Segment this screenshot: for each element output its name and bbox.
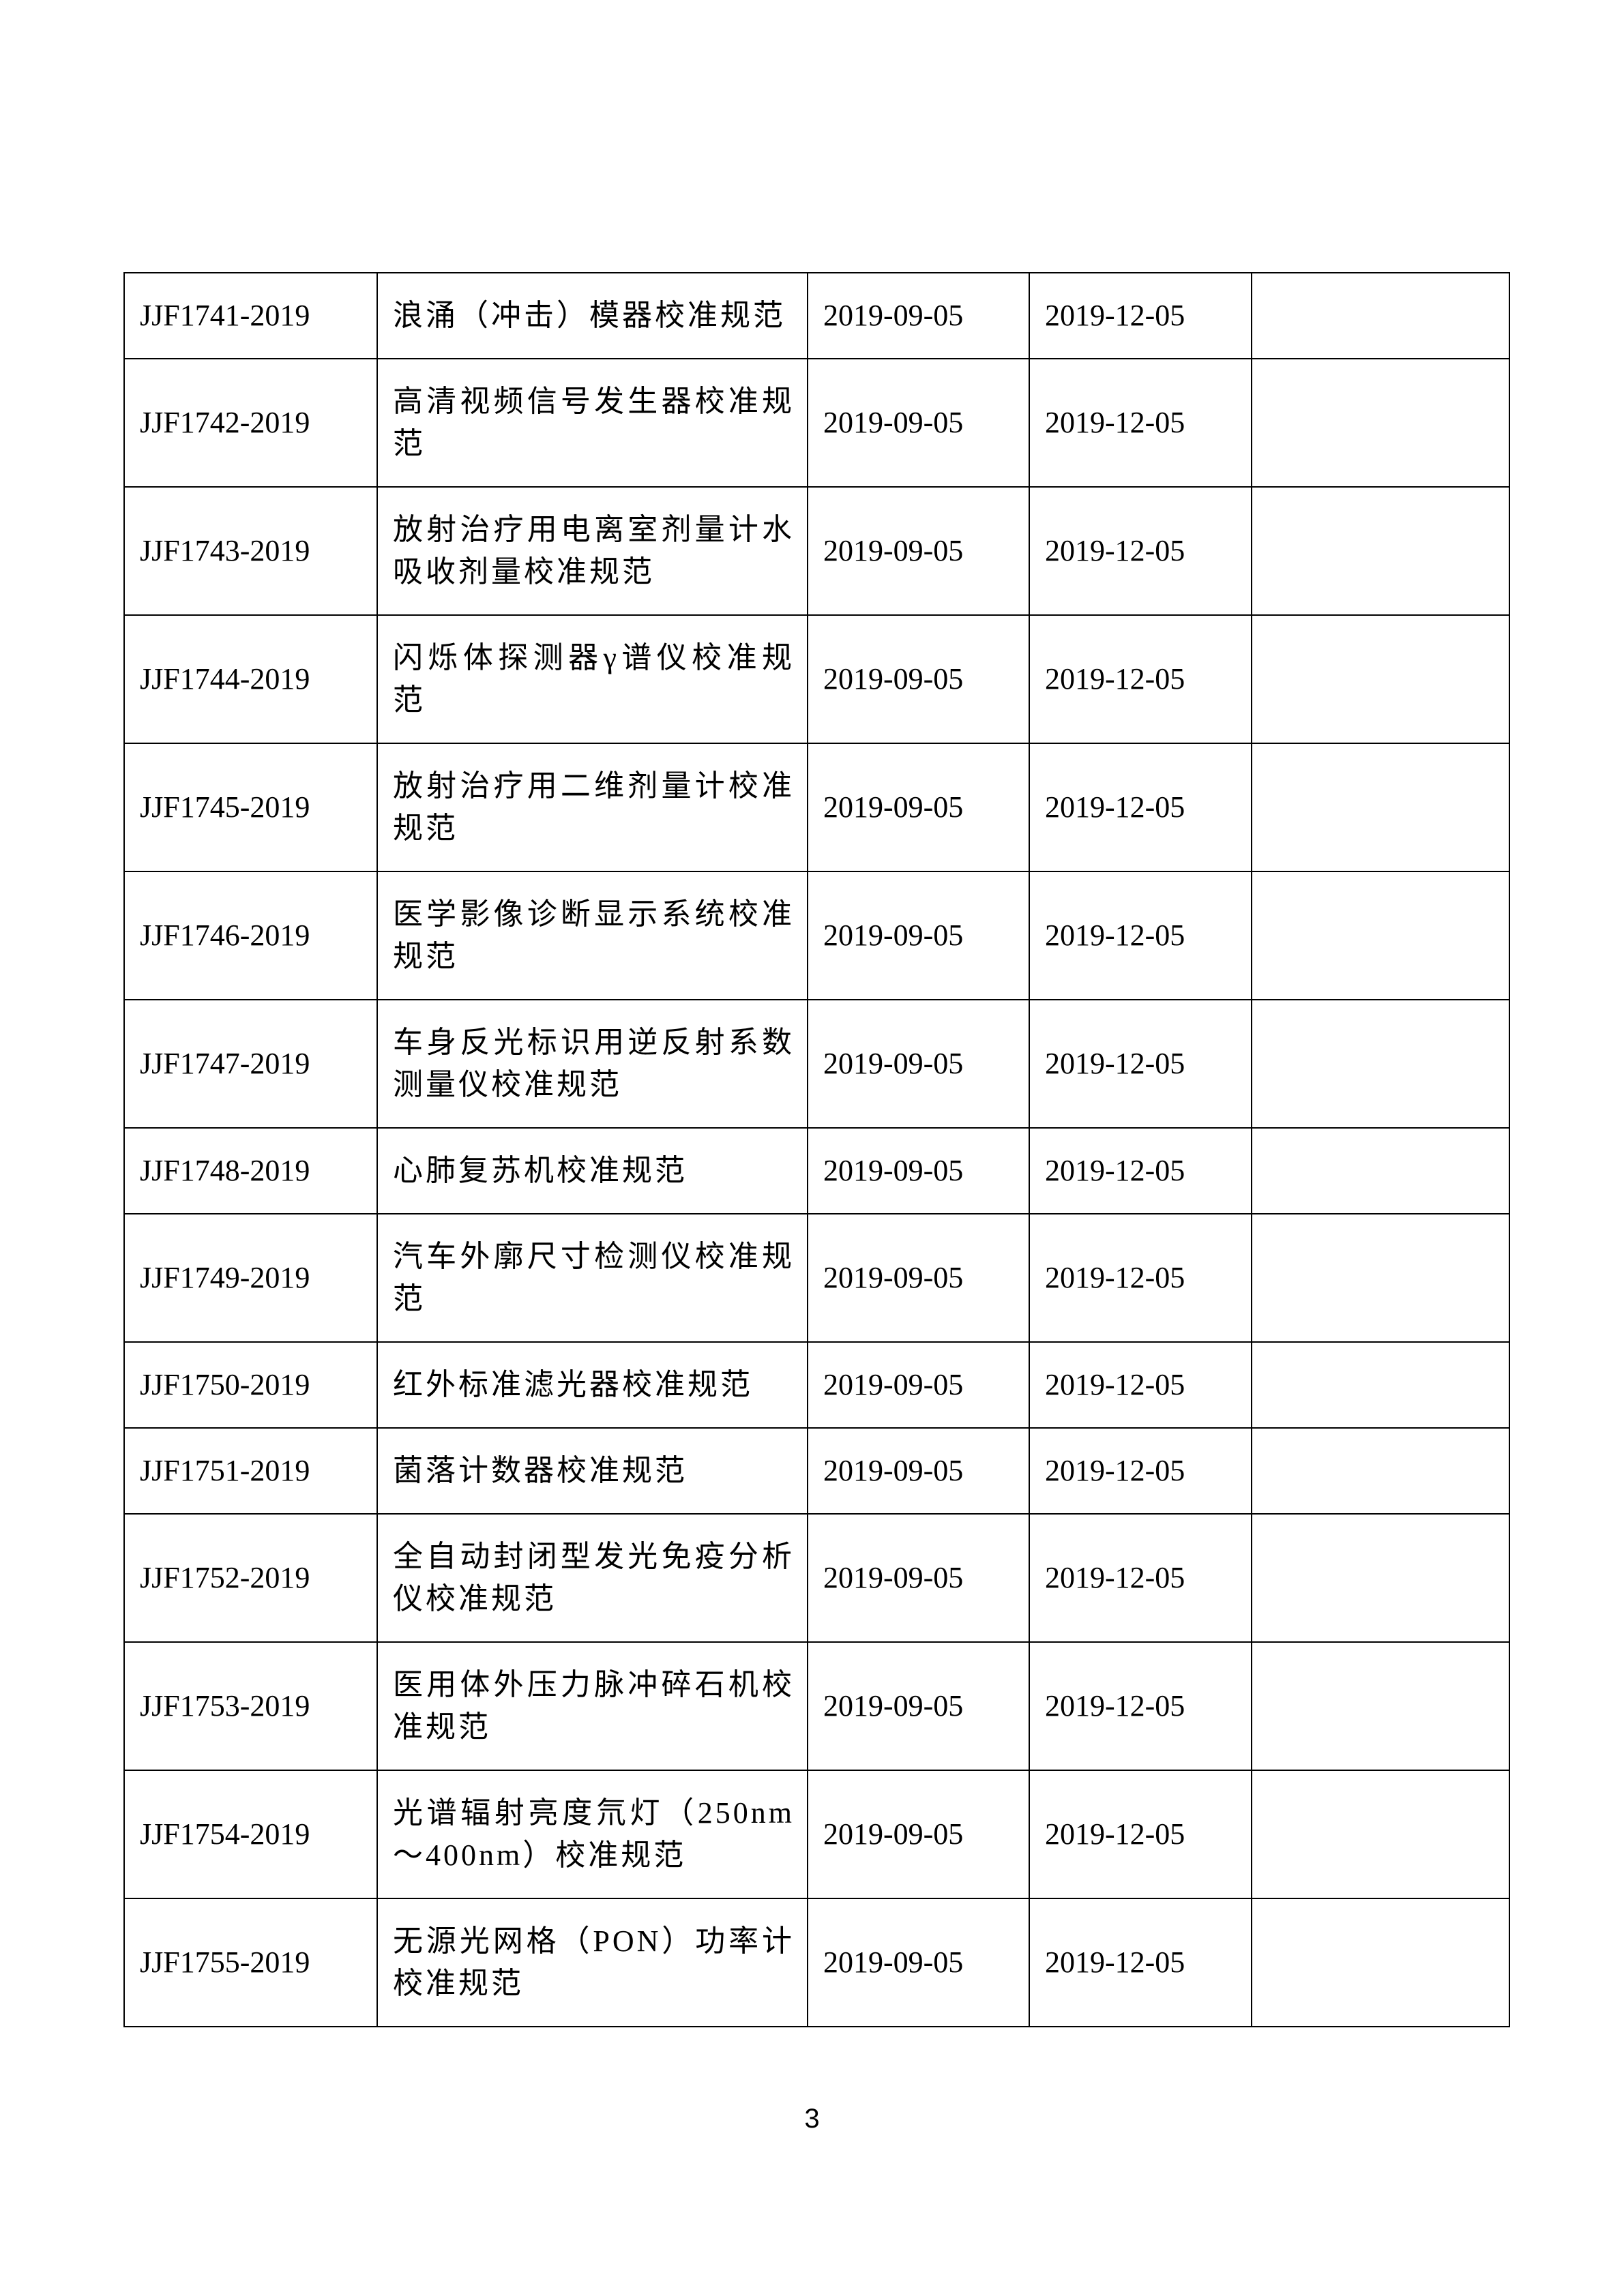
issue-date-cell: 2019-09-05	[807, 999, 1030, 1129]
effective-date-cell: 2019-12-05	[1029, 1341, 1252, 1429]
table-row: JJF1744-2019 闪烁体探测器γ谱仪校准规范 2019-09-05 2019-…	[123, 614, 1510, 744]
effective-date-cell: 2019-12-05	[1029, 871, 1252, 1000]
effective-date-cell: 2019-12-05	[1029, 1513, 1252, 1643]
note-cell	[1251, 871, 1510, 1000]
standard-code-cell: JJF1746-2019	[123, 871, 378, 1000]
effective-date-cell: 2019-12-05	[1029, 1898, 1252, 2027]
note-cell	[1251, 272, 1510, 359]
note-cell	[1251, 614, 1510, 744]
note-cell	[1251, 1127, 1510, 1214]
note-cell	[1251, 486, 1510, 616]
table-row: JJF1746-2019 医学影像诊断显示系统校准规范 2019-09-05 2019…	[123, 871, 1510, 1000]
table-row: JJF1745-2019 放射治疗用二维剂量计校准规范 2019-09-05 2019…	[123, 743, 1510, 872]
note-cell	[1251, 1898, 1510, 2027]
standard-code-cell: JJF1745-2019	[123, 743, 378, 872]
standard-name-cell: 全自动封闭型发光免疫分析仪校准规范	[377, 1513, 808, 1643]
standard-name-cell: 无源光网格（PON）功率计校准规范	[377, 1898, 808, 2027]
table-row: JJF1752-2019 全自动封闭型发光免疫分析仪校准规范 2019-09-05 2…	[123, 1513, 1510, 1643]
effective-date-cell: 2019-12-05	[1029, 743, 1252, 872]
note-cell	[1251, 1341, 1510, 1429]
issue-date-cell: 2019-09-05	[807, 1427, 1030, 1515]
issue-date-cell: 2019-09-05	[807, 614, 1030, 744]
standard-code-cell: JJF1753-2019	[123, 1641, 378, 1771]
table-row: JJF1754-2019 光谱辐射亮度氘灯（250nm～400nm）校准规范 201…	[123, 1770, 1510, 1899]
standard-code-cell: JJF1754-2019	[123, 1770, 378, 1899]
page-number: 3	[804, 2104, 820, 2134]
standard-code-cell: JJF1750-2019	[123, 1341, 378, 1429]
issue-date-cell: 2019-09-05	[807, 1770, 1030, 1899]
issue-date-cell: 2019-09-05	[807, 1898, 1030, 2027]
note-cell	[1251, 1513, 1510, 1643]
effective-date-cell: 2019-12-05	[1029, 999, 1252, 1129]
table-row: JJF1747-2019 车身反光标识用逆反射系数测量仪校准规范 2019-09-0…	[123, 999, 1510, 1129]
effective-date-cell: 2019-12-05	[1029, 1427, 1252, 1515]
standard-code-cell: JJF1747-2019	[123, 999, 378, 1129]
table-row: JJF1755-2019 无源光网格（PON）功率计校准规范 2019-09-05 2…	[123, 1898, 1510, 2027]
standard-name-cell: 车身反光标识用逆反射系数测量仪校准规范	[377, 999, 808, 1129]
issue-date-cell: 2019-09-05	[807, 1641, 1030, 1771]
note-cell	[1251, 1770, 1510, 1899]
standard-name-cell: 高清视频信号发生器校准规范	[377, 358, 808, 488]
standard-code-cell: JJF1743-2019	[123, 486, 378, 616]
issue-date-cell: 2019-09-05	[807, 1513, 1030, 1643]
issue-date-cell: 2019-09-05	[807, 871, 1030, 1000]
effective-date-cell: 2019-12-05	[1029, 1213, 1252, 1343]
standards-table: JJF1741-2019 浪涌（冲击）模器校准规范 2019-09-05 2019-1…	[123, 272, 1510, 2027]
table-row: JJF1743-2019 放射治疗用电离室剂量计水吸收剂量校准规范 2019-09-…	[123, 486, 1510, 616]
standard-code-cell: JJF1741-2019	[123, 272, 378, 359]
standard-name-cell: 闪烁体探测器γ谱仪校准规范	[377, 614, 808, 744]
standard-name-cell: 医用体外压力脉冲碎石机校准规范	[377, 1641, 808, 1771]
effective-date-cell: 2019-12-05	[1029, 1127, 1252, 1214]
issue-date-cell: 2019-09-05	[807, 743, 1030, 872]
standard-name-cell: 放射治疗用二维剂量计校准规范	[377, 743, 808, 872]
standard-name-cell: 光谱辐射亮度氘灯（250nm～400nm）校准规范	[377, 1770, 808, 1899]
note-cell	[1251, 358, 1510, 488]
issue-date-cell: 2019-09-05	[807, 1213, 1030, 1343]
note-cell	[1251, 1213, 1510, 1343]
effective-date-cell: 2019-12-05	[1029, 272, 1252, 359]
effective-date-cell: 2019-12-05	[1029, 1770, 1252, 1899]
table-row: JJF1751-2019 菌落计数器校准规范 2019-09-05 2019-12-0…	[123, 1427, 1510, 1515]
standard-code-cell: JJF1748-2019	[123, 1127, 378, 1214]
effective-date-cell: 2019-12-05	[1029, 1641, 1252, 1771]
standard-name-cell: 菌落计数器校准规范	[377, 1427, 808, 1515]
standard-code-cell: JJF1751-2019	[123, 1427, 378, 1515]
standard-name-cell: 心肺复苏机校准规范	[377, 1127, 808, 1214]
issue-date-cell: 2019-09-05	[807, 1127, 1030, 1214]
table-row: JJF1748-2019 心肺复苏机校准规范 2019-09-05 2019-12-0…	[123, 1127, 1510, 1214]
effective-date-cell: 2019-12-05	[1029, 614, 1252, 744]
standard-name-cell: 汽车外廓尺寸检测仪校准规范	[377, 1213, 808, 1343]
standard-name-cell: 红外标准滤光器校准规范	[377, 1341, 808, 1429]
standard-code-cell: JJF1752-2019	[123, 1513, 378, 1643]
note-cell	[1251, 743, 1510, 872]
note-cell	[1251, 1641, 1510, 1771]
standard-code-cell: JJF1744-2019	[123, 614, 378, 744]
table-row: JJF1742-2019 高清视频信号发生器校准规范 2019-09-05 2019-…	[123, 358, 1510, 488]
note-cell	[1251, 999, 1510, 1129]
standard-name-cell: 医学影像诊断显示系统校准规范	[377, 871, 808, 1000]
effective-date-cell: 2019-12-05	[1029, 486, 1252, 616]
standard-name-cell: 放射治疗用电离室剂量计水吸收剂量校准规范	[377, 486, 808, 616]
standard-code-cell: JJF1755-2019	[123, 1898, 378, 2027]
issue-date-cell: 2019-09-05	[807, 1341, 1030, 1429]
effective-date-cell: 2019-12-05	[1029, 358, 1252, 488]
table-row: JJF1749-2019 汽车外廓尺寸检测仪校准规范 2019-09-05 2019-…	[123, 1213, 1510, 1343]
issue-date-cell: 2019-09-05	[807, 272, 1030, 359]
issue-date-cell: 2019-09-05	[807, 358, 1030, 488]
standard-name-cell: 浪涌（冲击）模器校准规范	[377, 272, 808, 359]
standard-code-cell: JJF1742-2019	[123, 358, 378, 488]
table-row: JJF1753-2019 医用体外压力脉冲碎石机校准规范 2019-09-05 201…	[123, 1641, 1510, 1771]
table-row: JJF1750-2019 红外标准滤光器校准规范 2019-09-05 2019-12…	[123, 1341, 1510, 1429]
note-cell	[1251, 1427, 1510, 1515]
table-row: JJF1741-2019 浪涌（冲击）模器校准规范 2019-09-05 2019-1…	[123, 272, 1510, 359]
standard-code-cell: JJF1749-2019	[123, 1213, 378, 1343]
issue-date-cell: 2019-09-05	[807, 486, 1030, 616]
